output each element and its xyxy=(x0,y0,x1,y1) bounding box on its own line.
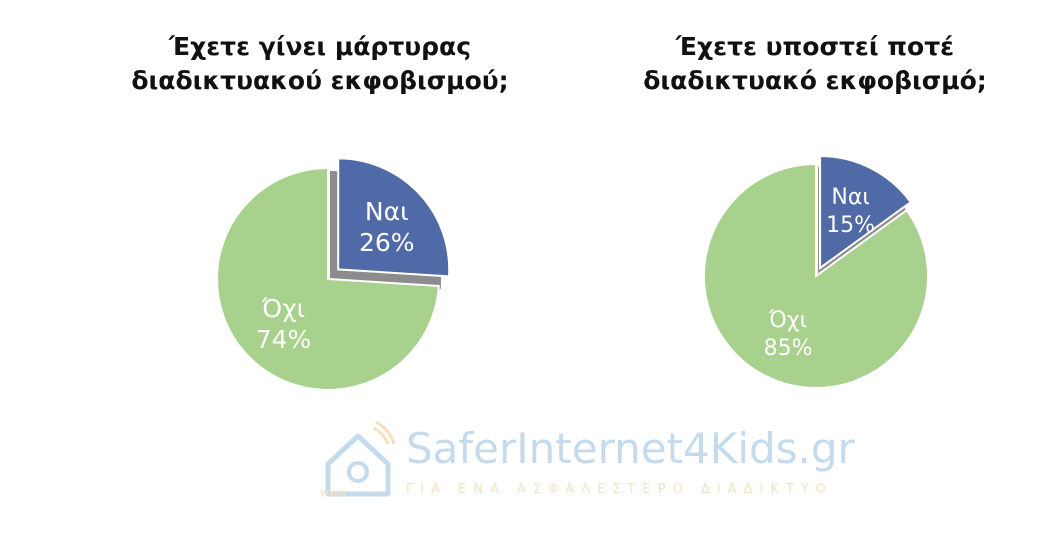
watermark-logo: www SaferInternet4Kids.gr ΓΙΑ ΕΝΑ ΑΣΦΑΛΕ… xyxy=(318,420,855,510)
watermark-www: www xyxy=(320,486,347,499)
chart-2-slice-2 xyxy=(703,162,929,389)
watermark-tagline: ΓΙΑ ΕΝΑ ΑΣΦΑΛΕΣΤΕΡΟ ΔΙΑΔΙΚΤΥΟ xyxy=(406,482,833,497)
chart-2-slice-1-value: 15% xyxy=(826,213,875,238)
chart-2-slice-2-value: 85% xyxy=(764,336,813,361)
chart-1-slice-2-value: 74% xyxy=(256,325,312,354)
chart-2-slice-2-name: Όχι xyxy=(768,308,807,333)
chart-1-slice-2 xyxy=(216,166,440,391)
chart-1-slice-1 xyxy=(337,157,451,278)
chart-1-title-line-2: διαδικτυακού εκφοβισμού; xyxy=(131,66,509,95)
chart-1-title: Έχετε γίνει μάρτυρας διαδικτυακού εκφοβι… xyxy=(110,30,530,98)
chart-2-slice-1 xyxy=(819,154,913,270)
at-sign-house-icon xyxy=(325,420,396,497)
chart-1-slice-1-name: Ναι xyxy=(365,197,409,226)
chart-1-slice-1-value: 26% xyxy=(359,228,415,257)
chart-1-slice-2-name: Όχι xyxy=(261,294,305,323)
chart-1-title-line-1: Έχετε γίνει μάρτυρας xyxy=(168,32,472,61)
watermark-brand: SaferInternet4Kids.gr xyxy=(406,424,855,473)
chart-2-title-line-2: διαδικτυακό εκφοβισμό; xyxy=(643,66,987,95)
chart-2-slice-1-name: Ναι xyxy=(831,185,869,210)
chart-2-title-line-1: Έχετε υποστεί ποτέ xyxy=(675,32,955,61)
chart-2-title: Έχετε υποστεί ποτέ διαδικτυακό εκφοβισμό… xyxy=(610,30,1020,98)
